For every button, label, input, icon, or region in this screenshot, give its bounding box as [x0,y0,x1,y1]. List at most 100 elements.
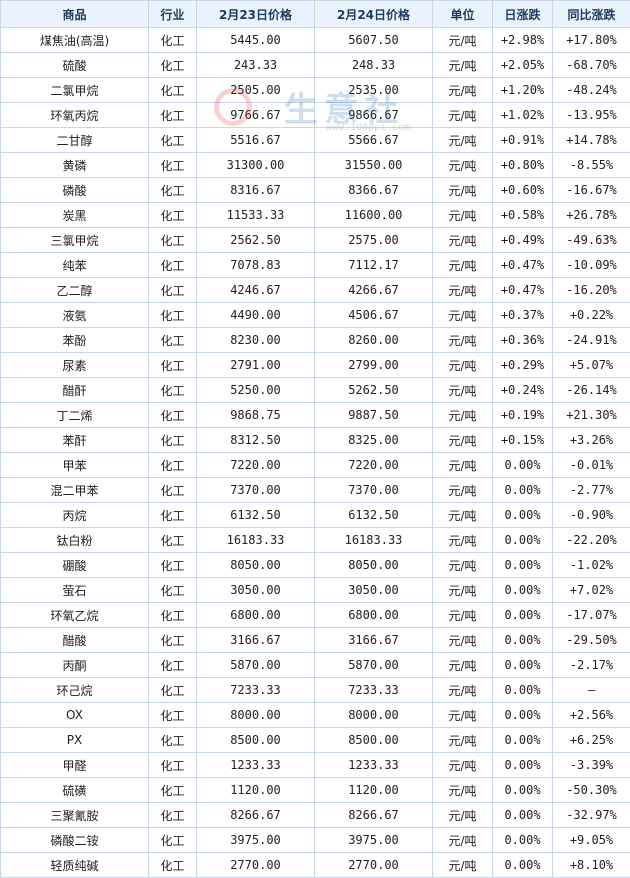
header-price-curr[interactable]: 2月24日价格 [315,1,433,28]
commodity-name-link[interactable]: 二甘醇 [1,128,149,153]
commodity-name-link[interactable]: 三氯甲烷 [1,228,149,253]
yoy-change-cell: -13.95% [553,103,630,128]
yoy-change-cell: -50.30% [553,778,630,803]
commodity-name-link[interactable]: 苯酐 [1,428,149,453]
industry-cell: 化工 [149,203,197,228]
commodity-name-link[interactable]: 醋酐 [1,378,149,403]
price-curr-cell: 4506.67 [315,303,433,328]
commodity-name-link[interactable]: 混二甲苯 [1,478,149,503]
commodity-name-link[interactable]: 丙酮 [1,653,149,678]
price-curr-cell: 1120.00 [315,778,433,803]
header-unit[interactable]: 单位 [433,1,493,28]
commodity-name-link[interactable]: 纯苯 [1,253,149,278]
industry-cell: 化工 [149,553,197,578]
price-curr-cell: 2770.00 [315,853,433,878]
commodity-name-link[interactable]: 醋酸 [1,628,149,653]
header-industry[interactable]: 行业 [149,1,197,28]
price-prev-cell: 8500.00 [197,728,315,753]
yoy-change-cell: -2.17% [553,653,630,678]
commodity-name-link[interactable]: 磷酸 [1,178,149,203]
commodity-name-link[interactable]: 环氧乙烷 [1,603,149,628]
commodity-name-link[interactable]: 硫磺 [1,778,149,803]
unit-cell: 元/吨 [433,778,493,803]
commodity-name-link[interactable]: OX [1,703,149,728]
commodity-name-link[interactable]: 环氧丙烷 [1,103,149,128]
commodity-name-link[interactable]: 苯酚 [1,328,149,353]
commodity-name-link[interactable]: 液氨 [1,303,149,328]
unit-cell: 元/吨 [433,703,493,728]
commodity-name-link[interactable]: 丁二烯 [1,403,149,428]
commodity-name-link[interactable]: 三聚氰胺 [1,803,149,828]
header-day-change[interactable]: 日涨跌 [493,1,553,28]
unit-cell: 元/吨 [433,678,493,703]
price-prev-cell: 2562.50 [197,228,315,253]
price-curr-cell: 7370.00 [315,478,433,503]
commodity-name-link[interactable]: 二氯甲烷 [1,78,149,103]
day-change-cell: 0.00% [493,603,553,628]
unit-cell: 元/吨 [433,103,493,128]
commodity-name-link[interactable]: 丙烷 [1,503,149,528]
industry-cell: 化工 [149,353,197,378]
unit-cell: 元/吨 [433,128,493,153]
yoy-change-cell: +8.10% [553,853,630,878]
price-curr-cell: 16183.33 [315,528,433,553]
price-prev-cell: 4246.67 [197,278,315,303]
price-prev-cell: 1233.33 [197,753,315,778]
yoy-change-cell: -26.14% [553,378,630,403]
unit-cell: 元/吨 [433,728,493,753]
price-curr-cell: 5870.00 [315,653,433,678]
yoy-change-cell: -2.77% [553,478,630,503]
price-curr-cell: 8325.00 [315,428,433,453]
header-price-prev[interactable]: 2月23日价格 [197,1,315,28]
industry-cell: 化工 [149,603,197,628]
commodity-name-link[interactable]: 黄磷 [1,153,149,178]
commodity-name-link[interactable]: 甲苯 [1,453,149,478]
header-yoy-change[interactable]: 同比涨跌 [553,1,630,28]
header-name[interactable]: 商品 [1,1,149,28]
price-curr-cell: 2799.00 [315,353,433,378]
commodity-name-link[interactable]: 钛白粉 [1,528,149,553]
commodity-name-link[interactable]: PX [1,728,149,753]
yoy-change-cell: -0.90% [553,503,630,528]
commodity-name-link[interactable]: 甲醛 [1,753,149,778]
commodity-name-link[interactable]: 炭黑 [1,203,149,228]
day-change-cell: 0.00% [493,853,553,878]
price-curr-cell: 6800.00 [315,603,433,628]
commodity-name-link[interactable]: 尿素 [1,353,149,378]
commodity-name-link[interactable]: 萤石 [1,578,149,603]
commodity-name-link[interactable]: 乙二醇 [1,278,149,303]
price-prev-cell: 2791.00 [197,353,315,378]
commodity-name-link[interactable]: 轻质纯碱 [1,853,149,878]
price-curr-cell: 5566.67 [315,128,433,153]
commodity-name-link[interactable]: 煤焦油(高温) [1,28,149,53]
price-prev-cell: 1120.00 [197,778,315,803]
commodity-name-link[interactable]: 磷酸二铵 [1,828,149,853]
price-prev-cell: 16183.33 [197,528,315,553]
price-prev-cell: 2505.00 [197,78,315,103]
price-curr-cell: 5262.50 [315,378,433,403]
yoy-change-cell: -68.70% [553,53,630,78]
yoy-change-cell: +7.02% [553,578,630,603]
day-change-cell: +0.19% [493,403,553,428]
price-curr-cell: 1233.33 [315,753,433,778]
commodity-name-link[interactable]: 硫酸 [1,53,149,78]
day-change-cell: +0.29% [493,353,553,378]
commodity-name-link[interactable]: 环己烷 [1,678,149,703]
commodity-name-link[interactable]: 硼酸 [1,553,149,578]
day-change-cell: +0.49% [493,228,553,253]
day-change-cell: +0.60% [493,178,553,203]
price-prev-cell: 7078.83 [197,253,315,278]
industry-cell: 化工 [149,653,197,678]
industry-cell: 化工 [149,828,197,853]
yoy-change-cell: +6.25% [553,728,630,753]
price-prev-cell: 9868.75 [197,403,315,428]
